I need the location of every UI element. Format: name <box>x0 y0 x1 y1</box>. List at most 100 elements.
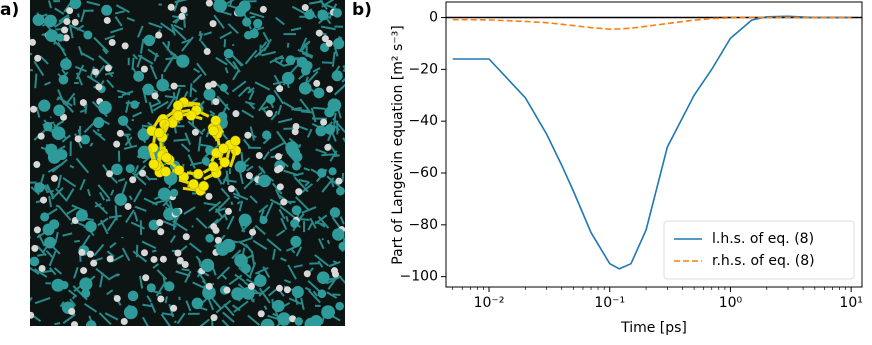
fullerene-atom <box>161 152 172 163</box>
bond <box>101 206 105 210</box>
bond <box>254 81 271 91</box>
atom <box>277 312 291 326</box>
bond <box>272 248 276 260</box>
bond <box>232 192 249 201</box>
bond <box>176 312 186 325</box>
bond <box>237 86 249 98</box>
bond <box>280 257 287 262</box>
atom <box>304 9 315 20</box>
atom <box>116 129 124 137</box>
bond <box>57 96 73 107</box>
atom <box>44 14 57 28</box>
atom <box>275 284 283 292</box>
bond <box>123 144 138 150</box>
atom <box>215 242 230 256</box>
molecule-render <box>30 0 345 326</box>
bond <box>30 68 33 72</box>
bond <box>35 106 41 118</box>
atom <box>61 26 69 34</box>
bond <box>169 234 177 244</box>
bond <box>114 15 123 27</box>
bond <box>48 267 57 276</box>
bond <box>189 83 193 98</box>
bond <box>225 170 230 186</box>
atom <box>276 85 284 93</box>
atom <box>106 170 114 178</box>
atom <box>335 177 343 185</box>
atom <box>63 18 71 26</box>
atom <box>78 248 86 256</box>
atom <box>317 9 329 21</box>
fullerene-atom <box>148 158 160 170</box>
bond <box>108 72 114 78</box>
bond <box>97 217 109 227</box>
bond <box>313 106 326 110</box>
bond <box>198 30 202 37</box>
bond <box>321 153 334 157</box>
legend-label: r.h.s. of eq. (8) <box>712 253 815 269</box>
bond <box>310 107 317 123</box>
atom <box>204 82 212 90</box>
fullerene-atom <box>192 168 204 180</box>
bond <box>291 5 306 15</box>
bond <box>247 86 252 93</box>
bond <box>156 269 168 281</box>
bond <box>144 174 152 181</box>
bond <box>196 270 206 283</box>
atom <box>327 98 342 112</box>
bond <box>230 201 234 206</box>
bond <box>47 0 52 9</box>
bond <box>126 17 135 22</box>
fullerene-atom <box>208 125 219 137</box>
bond <box>309 217 317 229</box>
bond <box>121 90 134 97</box>
fullerene-atom <box>153 127 165 139</box>
bond <box>279 59 284 64</box>
atom <box>71 18 79 26</box>
bond <box>287 264 297 280</box>
bond <box>240 237 252 243</box>
atom <box>74 135 82 143</box>
atom <box>176 54 190 68</box>
atom <box>290 235 302 248</box>
atom <box>181 260 189 268</box>
atom <box>103 16 111 24</box>
bond <box>262 31 270 43</box>
bond <box>197 136 202 152</box>
bond <box>299 218 310 221</box>
bond <box>276 130 288 147</box>
fullerene-atom <box>188 178 199 190</box>
bond <box>148 101 154 114</box>
atom <box>205 233 214 243</box>
atom <box>317 289 327 299</box>
bond <box>286 42 290 48</box>
bond <box>203 201 218 207</box>
atom <box>106 255 114 263</box>
bond <box>327 133 333 142</box>
x-tick-label: 10⁰ <box>719 295 743 311</box>
bond <box>64 92 76 107</box>
bond <box>142 316 149 326</box>
legend-label: l.h.s. of eq. (8) <box>712 231 814 247</box>
bond <box>331 216 341 228</box>
fullerene-atom <box>172 110 184 121</box>
atom <box>69 0 82 10</box>
bond <box>75 72 84 86</box>
bond <box>69 164 75 169</box>
atom <box>125 164 135 174</box>
bond <box>73 266 79 279</box>
bond <box>184 270 192 284</box>
atom <box>280 198 288 206</box>
atom <box>234 160 247 173</box>
bond <box>270 113 277 121</box>
bond <box>138 275 144 289</box>
atom <box>301 4 309 12</box>
atom <box>40 196 48 204</box>
legend-box <box>663 220 855 280</box>
bond <box>242 138 251 148</box>
atom <box>45 143 58 156</box>
bond <box>49 116 52 119</box>
bond <box>231 80 247 93</box>
fullerene-atom <box>208 161 219 173</box>
bond <box>247 314 261 326</box>
